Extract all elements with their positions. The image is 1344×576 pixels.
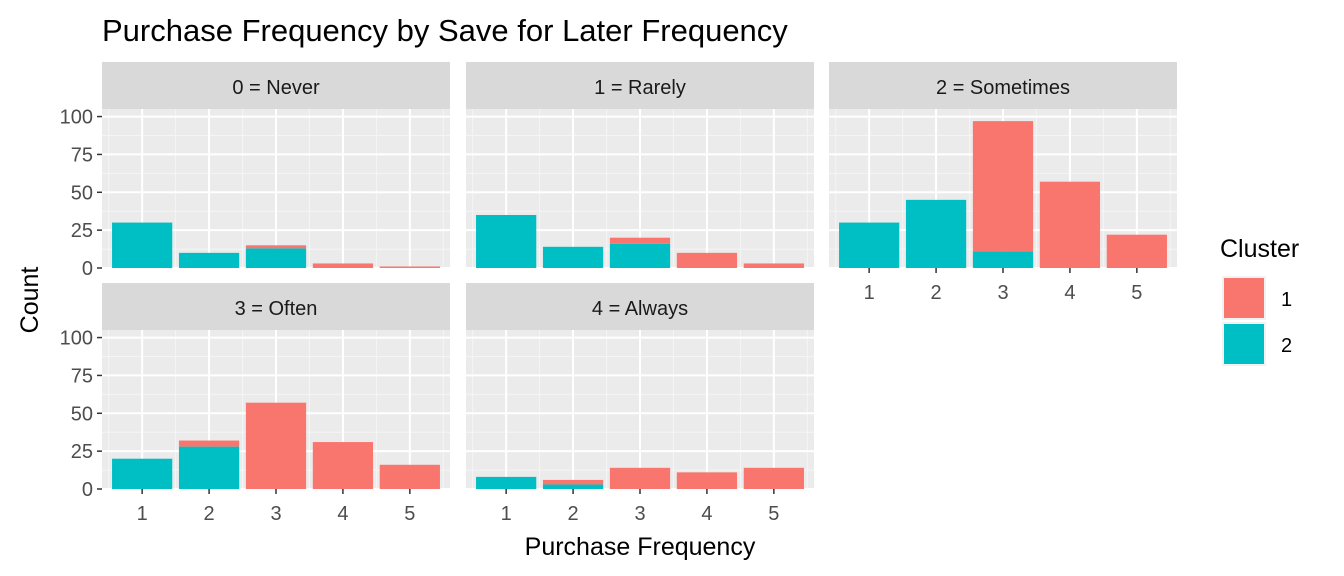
- facet-panel: 0 = Never 0 25 50 75 100: [60, 62, 450, 280]
- x-tick-label: 3: [270, 503, 281, 525]
- y-tick-label: 0: [82, 479, 93, 501]
- legend-label: 1: [1281, 289, 1292, 311]
- x-tick-label: 3: [634, 503, 645, 525]
- chart-title: Purchase Frequency by Save for Later Fre…: [102, 13, 788, 48]
- legend-key-cluster-1: [1224, 278, 1264, 318]
- facet-label: 1 = Rarely: [594, 77, 686, 99]
- bar-cluster-2: [476, 215, 537, 268]
- y-tick-label: 25: [71, 441, 93, 463]
- x-tick-label: 1: [864, 282, 875, 304]
- x-tick-label: 2: [568, 503, 579, 525]
- bar-cluster-2: [178, 446, 240, 489]
- bar-cluster-1: [245, 402, 307, 489]
- x-tick-label: 4: [337, 503, 348, 525]
- bar-cluster-1: [379, 464, 440, 489]
- facet-strip: [466, 62, 814, 109]
- bar-cluster-1: [312, 442, 374, 489]
- bar-cluster-2: [905, 199, 967, 268]
- bar-cluster-2: [542, 246, 604, 268]
- y-tick-label: 75: [71, 144, 93, 166]
- facet-panel: 1 = Rarely: [466, 62, 814, 269]
- y-tick-label: 50: [71, 182, 93, 204]
- bar-cluster-1: [609, 467, 671, 489]
- legend-key-cluster-2: [1224, 324, 1264, 364]
- facet-strip: [829, 62, 1177, 109]
- x-tick-label: 5: [768, 503, 779, 525]
- bar-cluster-1: [379, 266, 440, 268]
- y-axis-title: Count: [16, 267, 44, 334]
- bar-cluster-1: [609, 237, 671, 244]
- x-tick-label: 4: [701, 503, 712, 525]
- bar-cluster-1: [245, 245, 307, 249]
- x-tick-label: 2: [931, 282, 942, 304]
- x-tick-label: 5: [404, 503, 415, 525]
- bar-cluster-2: [839, 222, 900, 268]
- bar-cluster-2: [112, 458, 173, 489]
- facet-panel: 2 = Sometimes 1 2 3 4 5: [829, 62, 1177, 304]
- legend-label: 2: [1281, 335, 1292, 357]
- facet-strip: [102, 283, 450, 330]
- legend-title: Cluster: [1220, 235, 1299, 263]
- y-tick-label: 25: [71, 220, 93, 242]
- facet-panel: 4 = Always 1 2 3 4 5: [466, 283, 814, 525]
- y-tick-label: 0: [82, 258, 93, 280]
- x-tick-label: 1: [501, 503, 512, 525]
- bar-cluster-1: [178, 440, 240, 447]
- bar-cluster-1: [676, 472, 738, 489]
- y-tick-label: 100: [60, 328, 93, 350]
- bar-cluster-2: [112, 222, 173, 268]
- bar-cluster-2: [972, 251, 1034, 268]
- bar-cluster-1: [676, 252, 738, 268]
- x-tick-label: 2: [204, 503, 215, 525]
- y-tick-label: 100: [60, 107, 93, 129]
- x-tick-label: 5: [1131, 282, 1142, 304]
- facet-label: 2 = Sometimes: [936, 77, 1070, 99]
- facet-strip: [466, 283, 814, 330]
- bar-cluster-1: [1106, 234, 1167, 268]
- bar-cluster-2: [178, 252, 240, 268]
- facet-strip: [102, 62, 450, 109]
- bar-cluster-1: [743, 263, 804, 268]
- bar-cluster-2: [476, 476, 537, 489]
- bar-cluster-2: [609, 243, 671, 268]
- facet-label: 0 = Never: [232, 77, 320, 99]
- y-tick-label: 50: [71, 403, 93, 425]
- bar-cluster-2: [542, 484, 604, 489]
- bar-cluster-1: [743, 467, 804, 489]
- bar-cluster-1: [542, 479, 604, 485]
- legend: Cluster 1 2: [1220, 235, 1299, 366]
- x-tick-label: 3: [997, 282, 1008, 304]
- x-tick-label: 1: [137, 503, 148, 525]
- x-axis-title: Purchase Frequency: [525, 533, 756, 561]
- facet-label: 3 = Often: [235, 298, 318, 320]
- x-tick-label: 4: [1064, 282, 1075, 304]
- bar-cluster-2: [245, 248, 307, 268]
- facet-panel: 3 = Often 0 25 50 75 100 1 2 3 4 5: [60, 283, 450, 525]
- bar-cluster-1: [972, 121, 1034, 252]
- bar-cluster-1: [1039, 181, 1101, 268]
- bar-cluster-1: [312, 263, 374, 268]
- y-tick-label: 75: [71, 365, 93, 387]
- facet-label: 4 = Always: [592, 298, 688, 320]
